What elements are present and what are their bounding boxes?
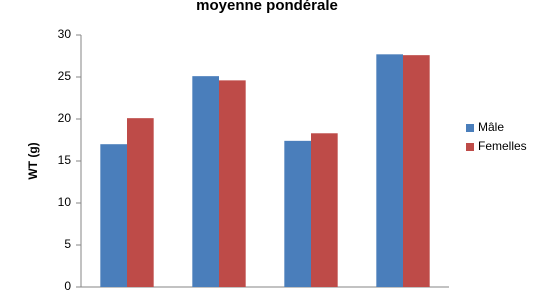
bar (219, 80, 246, 287)
y-tick-label: 25 (58, 69, 72, 83)
y-tick-label: 10 (58, 195, 72, 209)
legend-label: Femelles (478, 139, 527, 153)
bar (403, 55, 430, 287)
bar (100, 144, 127, 287)
y-tick-label: 30 (58, 27, 72, 41)
legend-swatch (466, 124, 474, 132)
legend-swatch (466, 143, 474, 151)
bar (376, 54, 403, 287)
bar (192, 76, 219, 287)
bar (127, 118, 154, 287)
y-tick-label: 15 (58, 153, 72, 167)
y-axis-label: WT (g) (26, 142, 40, 179)
chart-title: moyenne pondérale (196, 0, 338, 14)
y-tick-label: 20 (58, 111, 72, 125)
bar (284, 140, 311, 287)
bar (311, 133, 338, 287)
y-tick-label: 5 (64, 237, 71, 251)
legend-label: Mâle (478, 120, 504, 134)
y-tick-label: 0 (64, 279, 71, 293)
